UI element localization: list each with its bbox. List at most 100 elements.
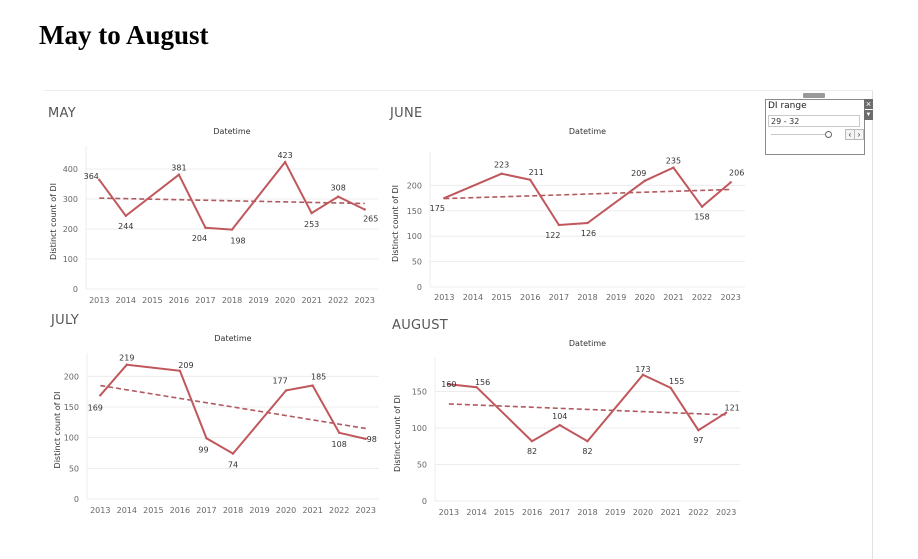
data-label: 98 [367, 435, 377, 444]
chevron-right-icon[interactable]: › [854, 129, 864, 140]
data-point [125, 363, 129, 366]
data-point [475, 385, 478, 389]
x-tick-label: 2020 [276, 506, 296, 515]
x-tick-label: 2020 [635, 293, 655, 302]
filter-range-input[interactable]: 29 - 32 [768, 115, 860, 127]
y-tick-label: 150 [64, 403, 79, 412]
data-point [529, 178, 532, 182]
data-point [283, 160, 287, 164]
x-tick-label: 2020 [275, 296, 295, 305]
data-label: 99 [198, 445, 208, 454]
chart-title: JUNE [390, 106, 423, 121]
y-tick-label: 100 [407, 232, 422, 241]
data-label: 219 [119, 354, 134, 363]
data-point [204, 226, 207, 229]
x-tick-label: 2016 [522, 508, 542, 517]
x-tick-label: 2016 [520, 293, 540, 302]
data-point [98, 178, 101, 181]
chart-title: AUGUST [392, 318, 448, 333]
di-range-filter[interactable]: DI range 29 - 32 ‹ › [765, 99, 865, 155]
y-tick-label: 0 [422, 497, 427, 506]
data-point [99, 394, 102, 397]
x-tick-label: 2021 [663, 293, 683, 302]
x-tick-label: 2018 [577, 508, 597, 517]
filter-slider-handle[interactable] [825, 131, 832, 138]
y-tick-label: 50 [417, 461, 427, 470]
filter-drag-handle[interactable] [803, 93, 825, 98]
x-tick-label: 2013 [90, 506, 110, 515]
data-point [443, 196, 446, 200]
data-label: 104 [552, 412, 567, 421]
data-label: 74 [228, 461, 238, 470]
x-tick-label: 2014 [116, 296, 136, 305]
data-label: 169 [88, 403, 103, 412]
x-tick-label: 2019 [249, 506, 269, 515]
dropdown-icon[interactable]: ▼ [864, 110, 873, 120]
data-label: 235 [666, 157, 681, 166]
x-tick-label: 2023 [721, 293, 741, 302]
data-point [724, 411, 728, 414]
x-tick-label: 2021 [661, 508, 681, 517]
data-point [364, 437, 367, 441]
x-tick-label: 2018 [577, 293, 597, 302]
chart-title: MAY [48, 106, 76, 121]
y-tick-label: 200 [407, 181, 422, 190]
data-label: 185 [311, 373, 326, 382]
y-tick-label: 100 [412, 424, 427, 433]
x-tick-label: 2014 [117, 506, 137, 515]
series-line [98, 160, 366, 231]
data-label: 121 [724, 404, 739, 413]
data-point [337, 431, 341, 434]
y-axis-title: Distinct count of DI [393, 395, 402, 472]
x-tick-label: 2022 [692, 293, 712, 302]
data-label: 244 [118, 222, 133, 231]
y-tick-label: 100 [64, 434, 79, 443]
data-label: 265 [363, 215, 378, 224]
data-label: 209 [631, 169, 646, 178]
data-point [557, 223, 561, 227]
y-tick-label: 0 [74, 495, 79, 504]
chart-subtitle: Datetime [569, 127, 606, 136]
filter-slider-track[interactable] [771, 134, 829, 135]
x-tick-label: 2023 [356, 506, 376, 515]
chart-july: JULY Datetime Distinct count of DI 0 50 100 1… [51, 311, 391, 523]
y-tick-label: 50 [412, 258, 422, 267]
x-tick-label: 2017 [195, 296, 215, 305]
data-point [230, 228, 234, 231]
data-point [205, 437, 208, 440]
data-label: 177 [272, 376, 287, 385]
data-label: 108 [332, 440, 347, 449]
x-tick-label: 2015 [491, 293, 511, 302]
chart-subtitle: Datetime [213, 127, 250, 136]
trend-line [99, 197, 365, 205]
data-point [641, 373, 645, 376]
trend-line [448, 403, 727, 416]
chart-august: AUGUST Datetime Distinct count of DI 0 50 10… [392, 316, 762, 524]
data-point [284, 389, 288, 392]
y-tick-label: 150 [412, 388, 427, 397]
x-tick-label: 2023 [716, 508, 736, 517]
y-tick-label: 0 [417, 283, 422, 292]
data-point [500, 172, 503, 175]
y-tick-label: 100 [63, 255, 78, 264]
filter-label: DI range [768, 101, 807, 111]
close-icon[interactable]: × [864, 99, 873, 109]
x-tick-label: 2013 [439, 508, 459, 517]
data-label: 206 [729, 168, 744, 177]
data-point [124, 214, 128, 217]
dashboard-area [44, 90, 873, 559]
chart-may: MAY Datetime Distinct count of DI 0 100 200 3… [48, 104, 388, 310]
data-point [697, 429, 700, 432]
trend-line [444, 188, 731, 200]
y-tick-label: 400 [63, 165, 78, 174]
trend-line [100, 384, 366, 430]
x-tick-label: 2021 [301, 296, 321, 305]
x-tick-label: 2023 [355, 296, 375, 305]
x-tick-label: 2015 [494, 508, 514, 517]
x-tick-label: 2022 [329, 506, 349, 515]
data-label: 223 [494, 161, 509, 170]
data-label: 82 [527, 447, 537, 456]
x-tick-label: 2020 [633, 508, 653, 517]
data-label: 173 [635, 365, 650, 374]
y-axis-title: Distinct count of DI [391, 185, 400, 262]
